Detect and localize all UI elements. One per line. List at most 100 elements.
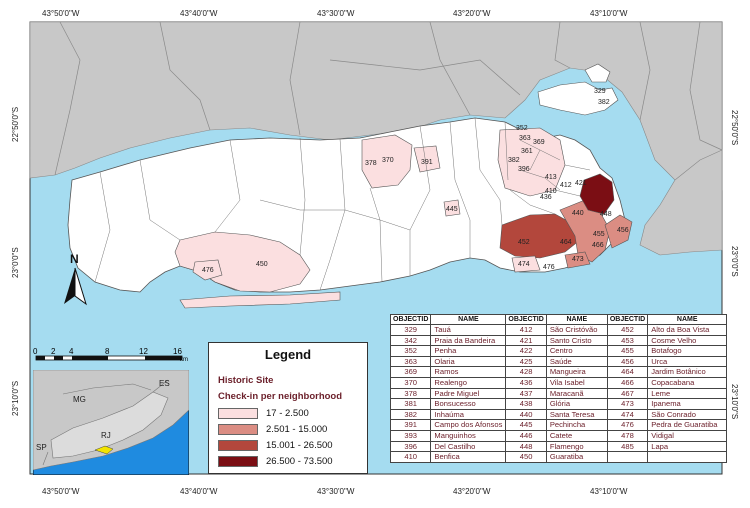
coord-top-4: 43°20'0"W	[453, 9, 491, 18]
inset-label-mg: MG	[73, 395, 86, 404]
legend-label-2: 2.501 - 15.000	[266, 423, 328, 435]
label-456: 456	[617, 227, 629, 234]
region-south-coast	[604, 214, 633, 249]
label-391: 391	[421, 159, 433, 166]
label-445: 445	[446, 206, 458, 213]
table-cell-name: Flamengo	[545, 440, 608, 453]
label-474: 474	[518, 261, 530, 268]
table-cell-name	[647, 451, 728, 463]
coord-right-3: 23°10'0"S	[730, 384, 739, 419]
table-cell-name: Ramos	[430, 366, 507, 378]
region-378-370	[361, 134, 413, 189]
table-cell-name: Benfica	[430, 451, 507, 463]
legend-swatch-1	[218, 407, 258, 419]
table-cell-name: Tauá	[430, 324, 507, 336]
table-cell-objectid: 391	[389, 419, 432, 431]
table-cell-name: Vidigal	[647, 429, 728, 442]
label-378: 378	[365, 160, 377, 167]
table-cell-name: Ipanema	[647, 398, 728, 410]
table-cell-objectid: 352	[389, 345, 432, 357]
island-governador	[537, 81, 619, 116]
table-cell-objectid: 446	[505, 429, 547, 442]
table-cell-objectid: 393	[389, 429, 432, 442]
table-cell-objectid: 421	[505, 334, 547, 347]
table-cell-objectid: 466	[606, 376, 649, 389]
sandbar	[179, 291, 341, 309]
legend-label-1: 17 - 2.500	[266, 407, 309, 419]
inset-label-sp: SP	[36, 443, 47, 452]
legend-class-1: 17 - 2.500	[218, 407, 309, 419]
table-cell-objectid: 382	[389, 408, 432, 421]
coord-right-1: 22°50'0"S	[730, 110, 739, 145]
legend-class-3: 15.001 - 26.500	[218, 439, 333, 451]
th-objectid-2: OBJECTID	[505, 314, 547, 325]
scale-bar: 0 2 4 8 12 16 km	[33, 347, 188, 362]
label-476: 476	[202, 267, 214, 274]
coord-bottom-3: 43°30'0"W	[317, 487, 355, 496]
th-objectid-1: OBJECTID	[389, 314, 432, 325]
inset-map: MG ES RJ SP	[33, 370, 189, 475]
table-cell-objectid: 329	[389, 324, 432, 336]
legend-class-2: 2.501 - 15.000	[218, 423, 327, 435]
table-row: 352 Penha 422 Centro 455 Botafogo	[389, 345, 728, 357]
table-cell-objectid: 410	[389, 451, 432, 463]
table-cell-objectid: 342	[389, 334, 432, 347]
table-cell-objectid: 370	[389, 376, 432, 389]
table-cell-name: Pechincha	[545, 419, 608, 431]
table-cell-name: Lapa	[647, 440, 728, 453]
coord-left-3: 23°10'0"S	[11, 381, 20, 416]
table-cell-name: Santa Teresa	[545, 408, 608, 421]
label-412: 412	[560, 182, 572, 189]
label-473: 473	[572, 256, 584, 263]
table-row: 363 Olaria 425 Saúde 456 Urca	[389, 355, 728, 368]
outside-land	[29, 21, 723, 199]
table-cell-objectid: 474	[606, 408, 649, 421]
table-row: 393 Manguinhos 446 Catete 478 Vidigal	[389, 429, 728, 442]
table-cell-name: Cosme Velho	[647, 334, 728, 347]
legend-subtitle-historic-site: Historic Site	[218, 375, 274, 386]
table-cell-objectid: 425	[505, 355, 547, 368]
table-cell-objectid: 450	[505, 451, 547, 463]
table-row: 378 Padre Miguel 437 Maracanã 467 Leme	[389, 387, 728, 400]
table-cell-objectid: 473	[606, 398, 649, 410]
table-cell-name: Bonsucesso	[430, 398, 507, 410]
coord-top-2: 43°40'0"W	[180, 9, 218, 18]
th-name-3: NAME	[647, 314, 728, 325]
table-cell-name: Urca	[647, 355, 728, 368]
table-cell-name: Saúde	[545, 355, 608, 368]
table-cell-objectid: 448	[505, 440, 547, 453]
legend-swatch-3	[218, 439, 258, 451]
table-cell-name: Leme	[647, 387, 728, 400]
table-cell-name: Pedra de Guaratiba	[647, 419, 728, 431]
table-cell-objectid: 436	[505, 376, 547, 389]
th-name-2: NAME	[545, 314, 608, 325]
island-north	[584, 63, 611, 83]
region-474	[511, 255, 541, 273]
table-cell-objectid: 467	[606, 387, 649, 400]
outside-boundaries	[54, 21, 723, 176]
label-382a: 382	[598, 99, 610, 106]
scale-tick-0: 0	[33, 347, 38, 356]
table-cell-name: Catete	[545, 429, 608, 442]
coord-bottom-5: 43°10'0"W	[590, 487, 628, 496]
label-370: 370	[382, 157, 394, 164]
table-cell-name: Jardim Botânico	[647, 366, 728, 378]
region-452	[499, 213, 581, 259]
table-row: 369 Ramos 428 Mangueira 464 Jardim Botânico	[389, 366, 728, 378]
table-row: 391 Campo dos Afonsos 445 Pechincha 476 Pedra…	[389, 419, 728, 431]
table-cell-name: Penha	[430, 345, 507, 357]
scale-tick-4: 4	[69, 347, 74, 356]
coord-left-2: 23°0'0"S	[11, 247, 20, 278]
table-cell-objectid: 422	[505, 345, 547, 357]
th-objectid-3: OBJECTID	[606, 314, 649, 325]
table-cell-objectid: 476	[606, 419, 649, 431]
scale-tick-16: 16	[173, 347, 182, 356]
legend-class-4: 26.500 - 73.500	[218, 455, 333, 467]
table-header-row: OBJECTID NAME OBJECTID NAME OBJECTID NAM…	[389, 314, 728, 325]
label-466: 466	[592, 242, 604, 249]
scale-unit: km	[180, 357, 188, 362]
label-448: 448	[600, 211, 612, 218]
coord-top-5: 43°10'0"W	[590, 9, 628, 18]
niteroi-land	[639, 149, 723, 256]
